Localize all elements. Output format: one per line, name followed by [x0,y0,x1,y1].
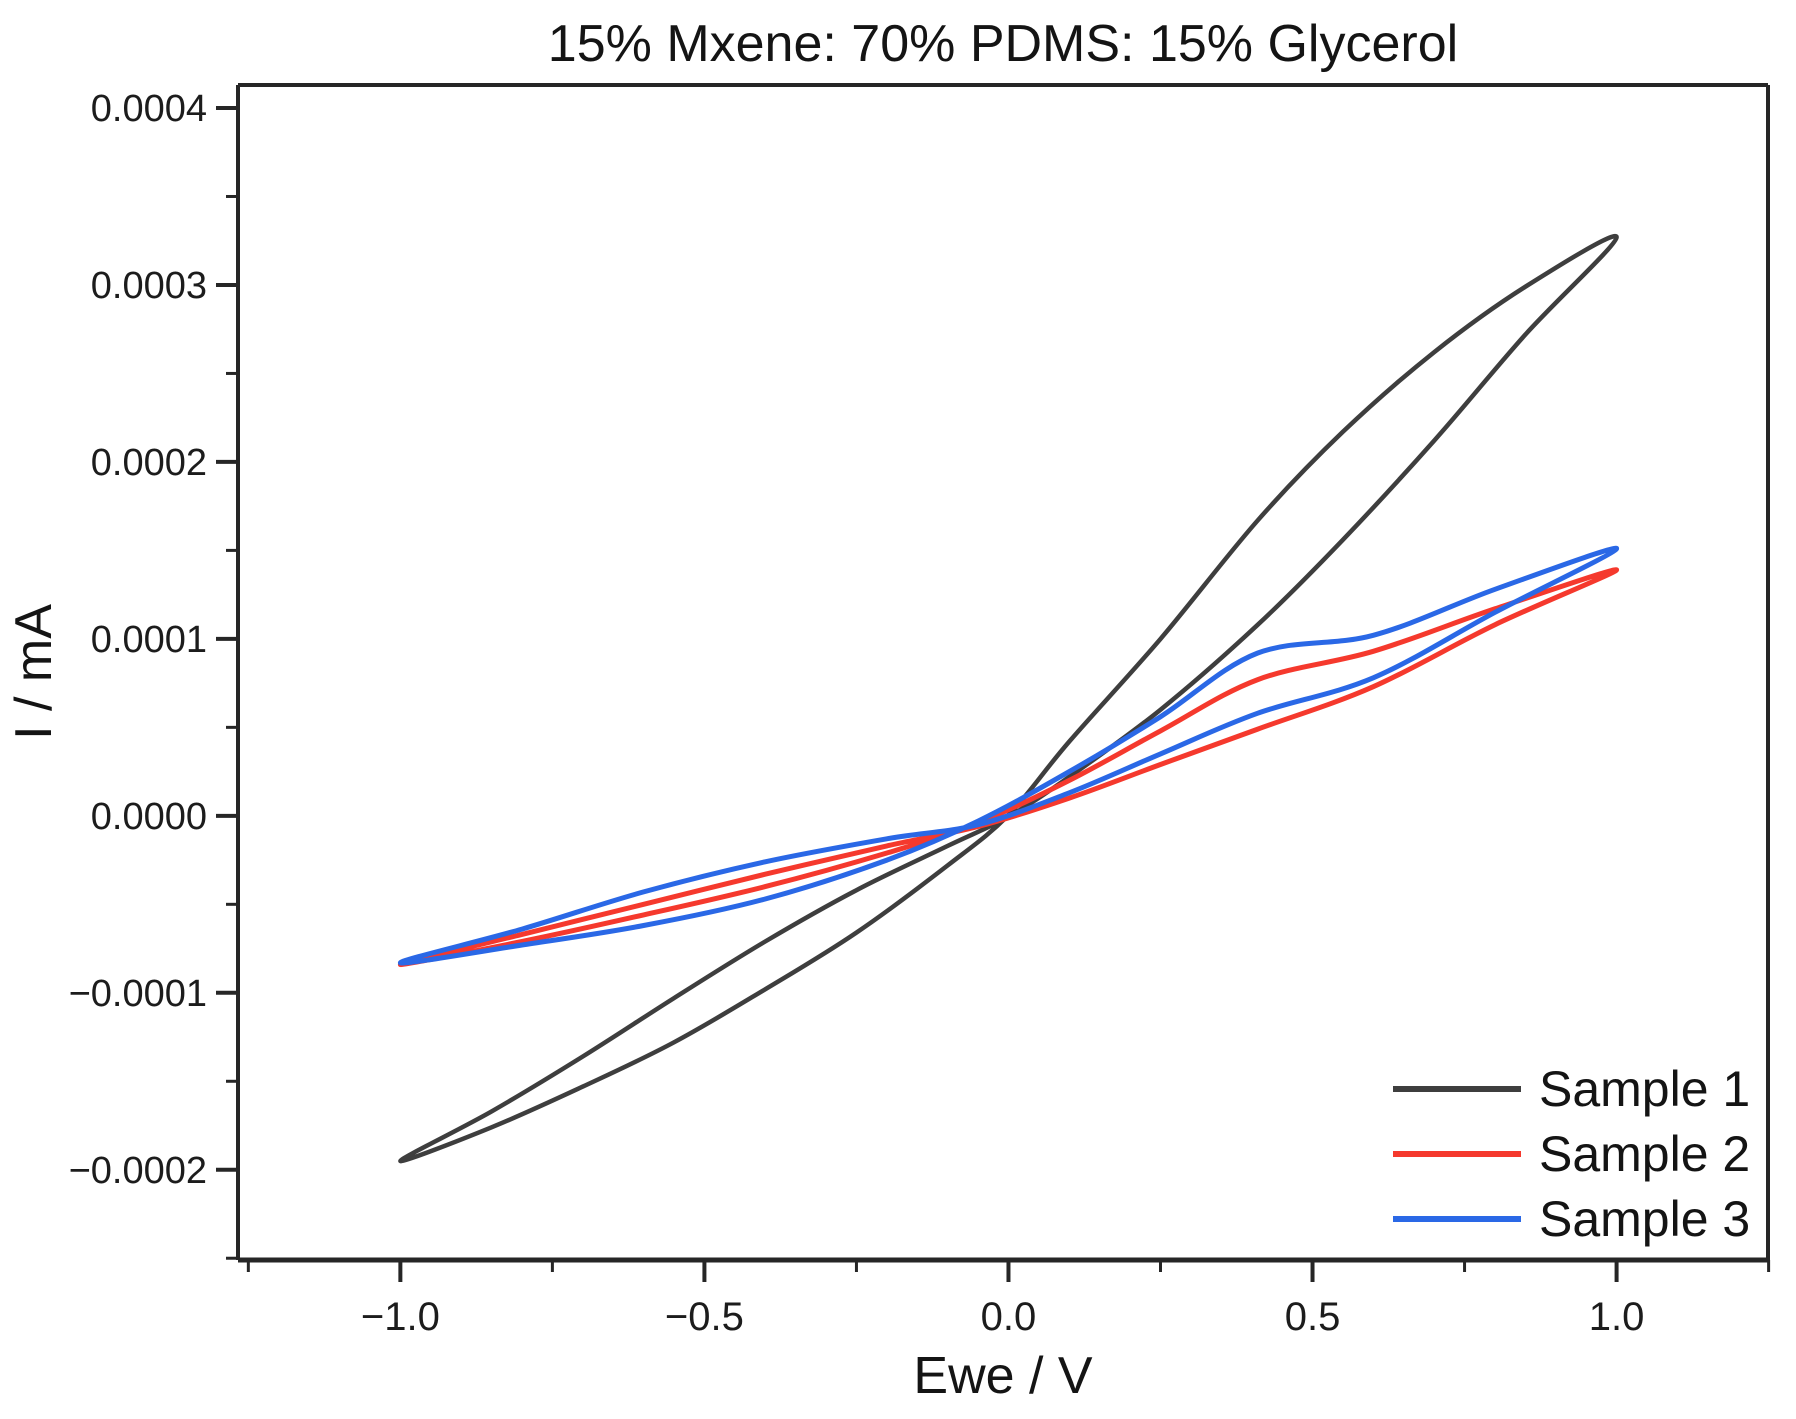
y-tick-label: 0.0001 [91,619,207,661]
legend: Sample 1 Sample 2 Sample 3 [1393,1056,1750,1251]
x-tick-label: 0.5 [1285,1295,1341,1339]
x-tick-label: 1.0 [1589,1295,1645,1339]
series-sample-2 [397,567,1620,968]
y-tick-label: 0.0004 [91,88,207,130]
legend-item-sample-1: Sample 1 [1393,1056,1750,1121]
y-axis-label: I / mA [5,604,63,740]
y-tick-label: 0.0000 [91,796,207,838]
legend-item-sample-3: Sample 3 [1393,1186,1750,1251]
legend-label: Sample 3 [1539,1190,1751,1247]
legend-swatch-sample-1 [1393,1085,1521,1092]
x-tick-label: −1.0 [361,1295,440,1339]
y-tick-label: 0.0002 [91,442,207,484]
series-sample-3 [397,545,1620,966]
legend-swatch-sample-3 [1393,1215,1521,1222]
chart-title: 15% Mxene: 70% PDMS: 15% Glycerol [547,15,1459,73]
y-tick-label: 0.0003 [91,265,207,307]
y-tick-label: −0.0001 [69,973,207,1015]
x-tick-label: −0.5 [665,1295,744,1339]
legend-item-sample-2: Sample 2 [1393,1121,1750,1186]
legend-label: Sample 1 [1539,1060,1751,1117]
x-axis-label: Ewe / V [913,1347,1093,1405]
x-tick-label: 0.0 [981,1295,1037,1339]
series-sample-1 [398,233,1619,1164]
y-tick-label: −0.0002 [69,1150,207,1192]
legend-label: Sample 2 [1539,1125,1751,1182]
legend-swatch-sample-2 [1393,1150,1521,1157]
